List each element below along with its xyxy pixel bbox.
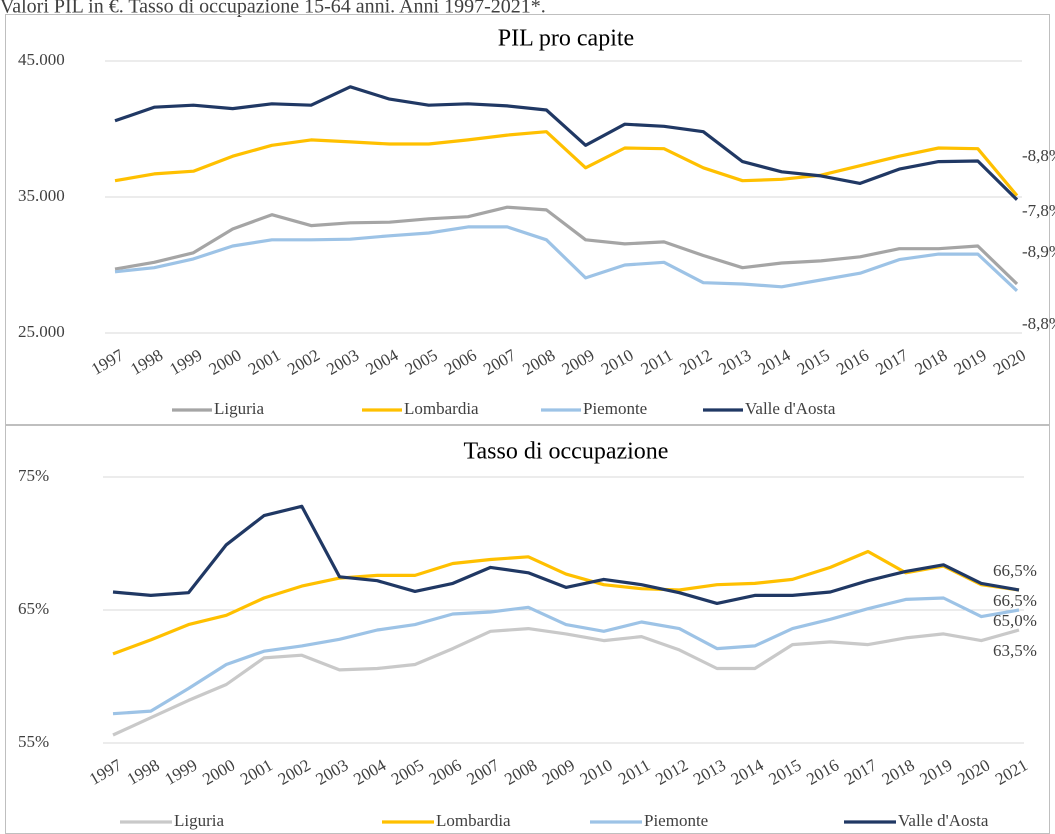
series-line [114,225,1019,292]
y-tick-label: 75% [18,466,49,485]
y-tick-label: 45.000 [18,50,65,69]
series-line [112,596,1020,716]
value-label: 66,5% [993,561,1037,580]
series-line [114,130,1019,197]
annotation: -8,9% [1022,242,1055,261]
chart-title: PIL pro capite [498,26,634,52]
value-label: 66,5% [993,591,1037,610]
legend-label: Lombardia [404,399,479,418]
value-label: 63,5% [993,641,1037,660]
y-tick-label: 25.000 [18,322,65,341]
legend-label: Piemonte [644,811,708,830]
legend-label: Piemonte [583,399,647,418]
y-tick-label: 65% [18,599,49,618]
series-line [114,85,1019,201]
series-line [114,205,1019,286]
series-line [112,549,1020,656]
annotation: -8,8% [1022,314,1055,333]
series-line [112,627,1020,737]
chart-title: Tasso di occupazione [464,439,669,465]
legend-label: Valle d'Aosta [745,399,836,418]
page-title: Valori PIL in €. Tasso di occupazione 15… [0,0,546,18]
legend-label: Valle d'Aosta [898,811,989,830]
y-tick-label: 35.000 [18,186,65,205]
series-line [112,504,1020,605]
annotation: -7,8% [1022,201,1055,220]
panel-border [5,14,1050,425]
legend-label: Liguria [214,399,264,418]
legend-label: Liguria [174,811,224,830]
annotation: -8,8% [1022,146,1055,165]
value-label: 65,0% [993,611,1037,630]
y-tick-label: 55% [18,732,49,751]
legend-label: Lombardia [436,811,511,830]
